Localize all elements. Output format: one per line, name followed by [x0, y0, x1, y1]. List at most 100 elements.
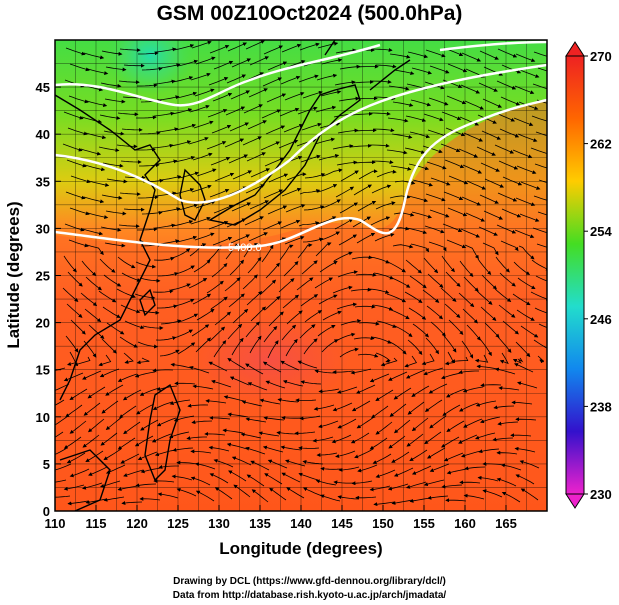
streamline [351, 111, 373, 116]
streamline [534, 163, 547, 169]
streamline [209, 473, 229, 484]
y-tick-label: 40 [36, 127, 50, 142]
streamline [172, 76, 194, 83]
streamline [284, 236, 305, 245]
streamline [336, 160, 358, 166]
streamline [121, 127, 143, 132]
streamline [299, 189, 321, 195]
streamline [160, 319, 182, 325]
streamline [267, 61, 288, 71]
streamline [389, 403, 407, 417]
streamline [102, 306, 121, 318]
streamline [464, 244, 479, 260]
y-tick-label: 25 [36, 269, 50, 284]
streamline [247, 256, 262, 274]
streamline [496, 224, 517, 234]
philippines-coast [144, 383, 181, 482]
streamline [463, 418, 483, 428]
streamline [82, 370, 102, 380]
streamline [516, 165, 537, 174]
streamline [370, 216, 391, 226]
streamline [484, 178, 505, 188]
streamline [501, 208, 522, 218]
streamline [492, 437, 514, 442]
streamline [353, 336, 375, 341]
streamline [206, 141, 227, 150]
taiwan-coast [139, 288, 156, 317]
streamline [195, 490, 215, 502]
streamline [475, 400, 497, 407]
streamline [174, 381, 196, 386]
streamline [499, 128, 520, 138]
streamline [380, 357, 398, 367]
colorbar-tick-label: 246 [590, 312, 612, 327]
streamline [321, 58, 343, 65]
streamline [157, 304, 178, 309]
streamline [464, 100, 485, 110]
streamline [228, 293, 245, 308]
streamline [192, 293, 212, 305]
streamline [246, 474, 265, 487]
streamline [371, 336, 392, 344]
streamline [101, 400, 119, 414]
colorbar-tick-label: 270 [590, 49, 612, 64]
streamline [250, 306, 266, 322]
streamline [100, 432, 118, 446]
streamline [411, 67, 432, 75]
streamline [446, 95, 467, 105]
streamline [87, 418, 105, 433]
streamline [82, 482, 103, 490]
streamline [281, 472, 301, 483]
streamline [411, 385, 430, 397]
streamline [195, 337, 211, 353]
streamline [135, 261, 157, 269]
streamline [531, 115, 547, 122]
streamline [429, 463, 450, 472]
streamline [304, 310, 323, 323]
colorbar [565, 41, 585, 509]
streamline [106, 178, 128, 184]
streamline [170, 283, 191, 291]
streamline [260, 279, 277, 295]
streamline [369, 373, 390, 383]
streamline [464, 466, 486, 471]
streamline [64, 223, 85, 232]
streamline [389, 53, 411, 59]
streamline [480, 162, 500, 172]
streamline [476, 364, 498, 370]
streamline [497, 192, 518, 202]
streamline [320, 466, 342, 471]
x-tick-label: 160 [454, 516, 476, 531]
streamline [192, 152, 213, 161]
streamline [245, 363, 264, 375]
korea-coast [179, 168, 206, 221]
streamline [331, 434, 352, 444]
streamline [535, 275, 547, 282]
streamline [534, 307, 547, 314]
streamline [302, 90, 323, 99]
streamline [191, 420, 213, 425]
streamline [388, 85, 410, 91]
streamline [515, 474, 535, 485]
streamline [189, 365, 210, 374]
streamline [178, 171, 200, 179]
borneo-coast [59, 449, 111, 511]
streamline [249, 56, 270, 66]
streamline [172, 447, 194, 452]
streamline [137, 451, 158, 461]
streamline [263, 326, 278, 343]
streamline [441, 372, 462, 380]
streamline [262, 361, 282, 373]
streamline [407, 51, 429, 59]
streamline [501, 64, 522, 74]
streamline [535, 131, 547, 137]
streamline [484, 322, 500, 338]
streamline [285, 204, 306, 213]
colorbar-tick-label: 238 [590, 399, 612, 414]
streamline [123, 469, 144, 477]
y-tick-label: 35 [36, 174, 50, 189]
streamline [514, 446, 536, 453]
streamline [206, 280, 224, 294]
streamline [277, 397, 299, 403]
streamline [85, 276, 102, 291]
